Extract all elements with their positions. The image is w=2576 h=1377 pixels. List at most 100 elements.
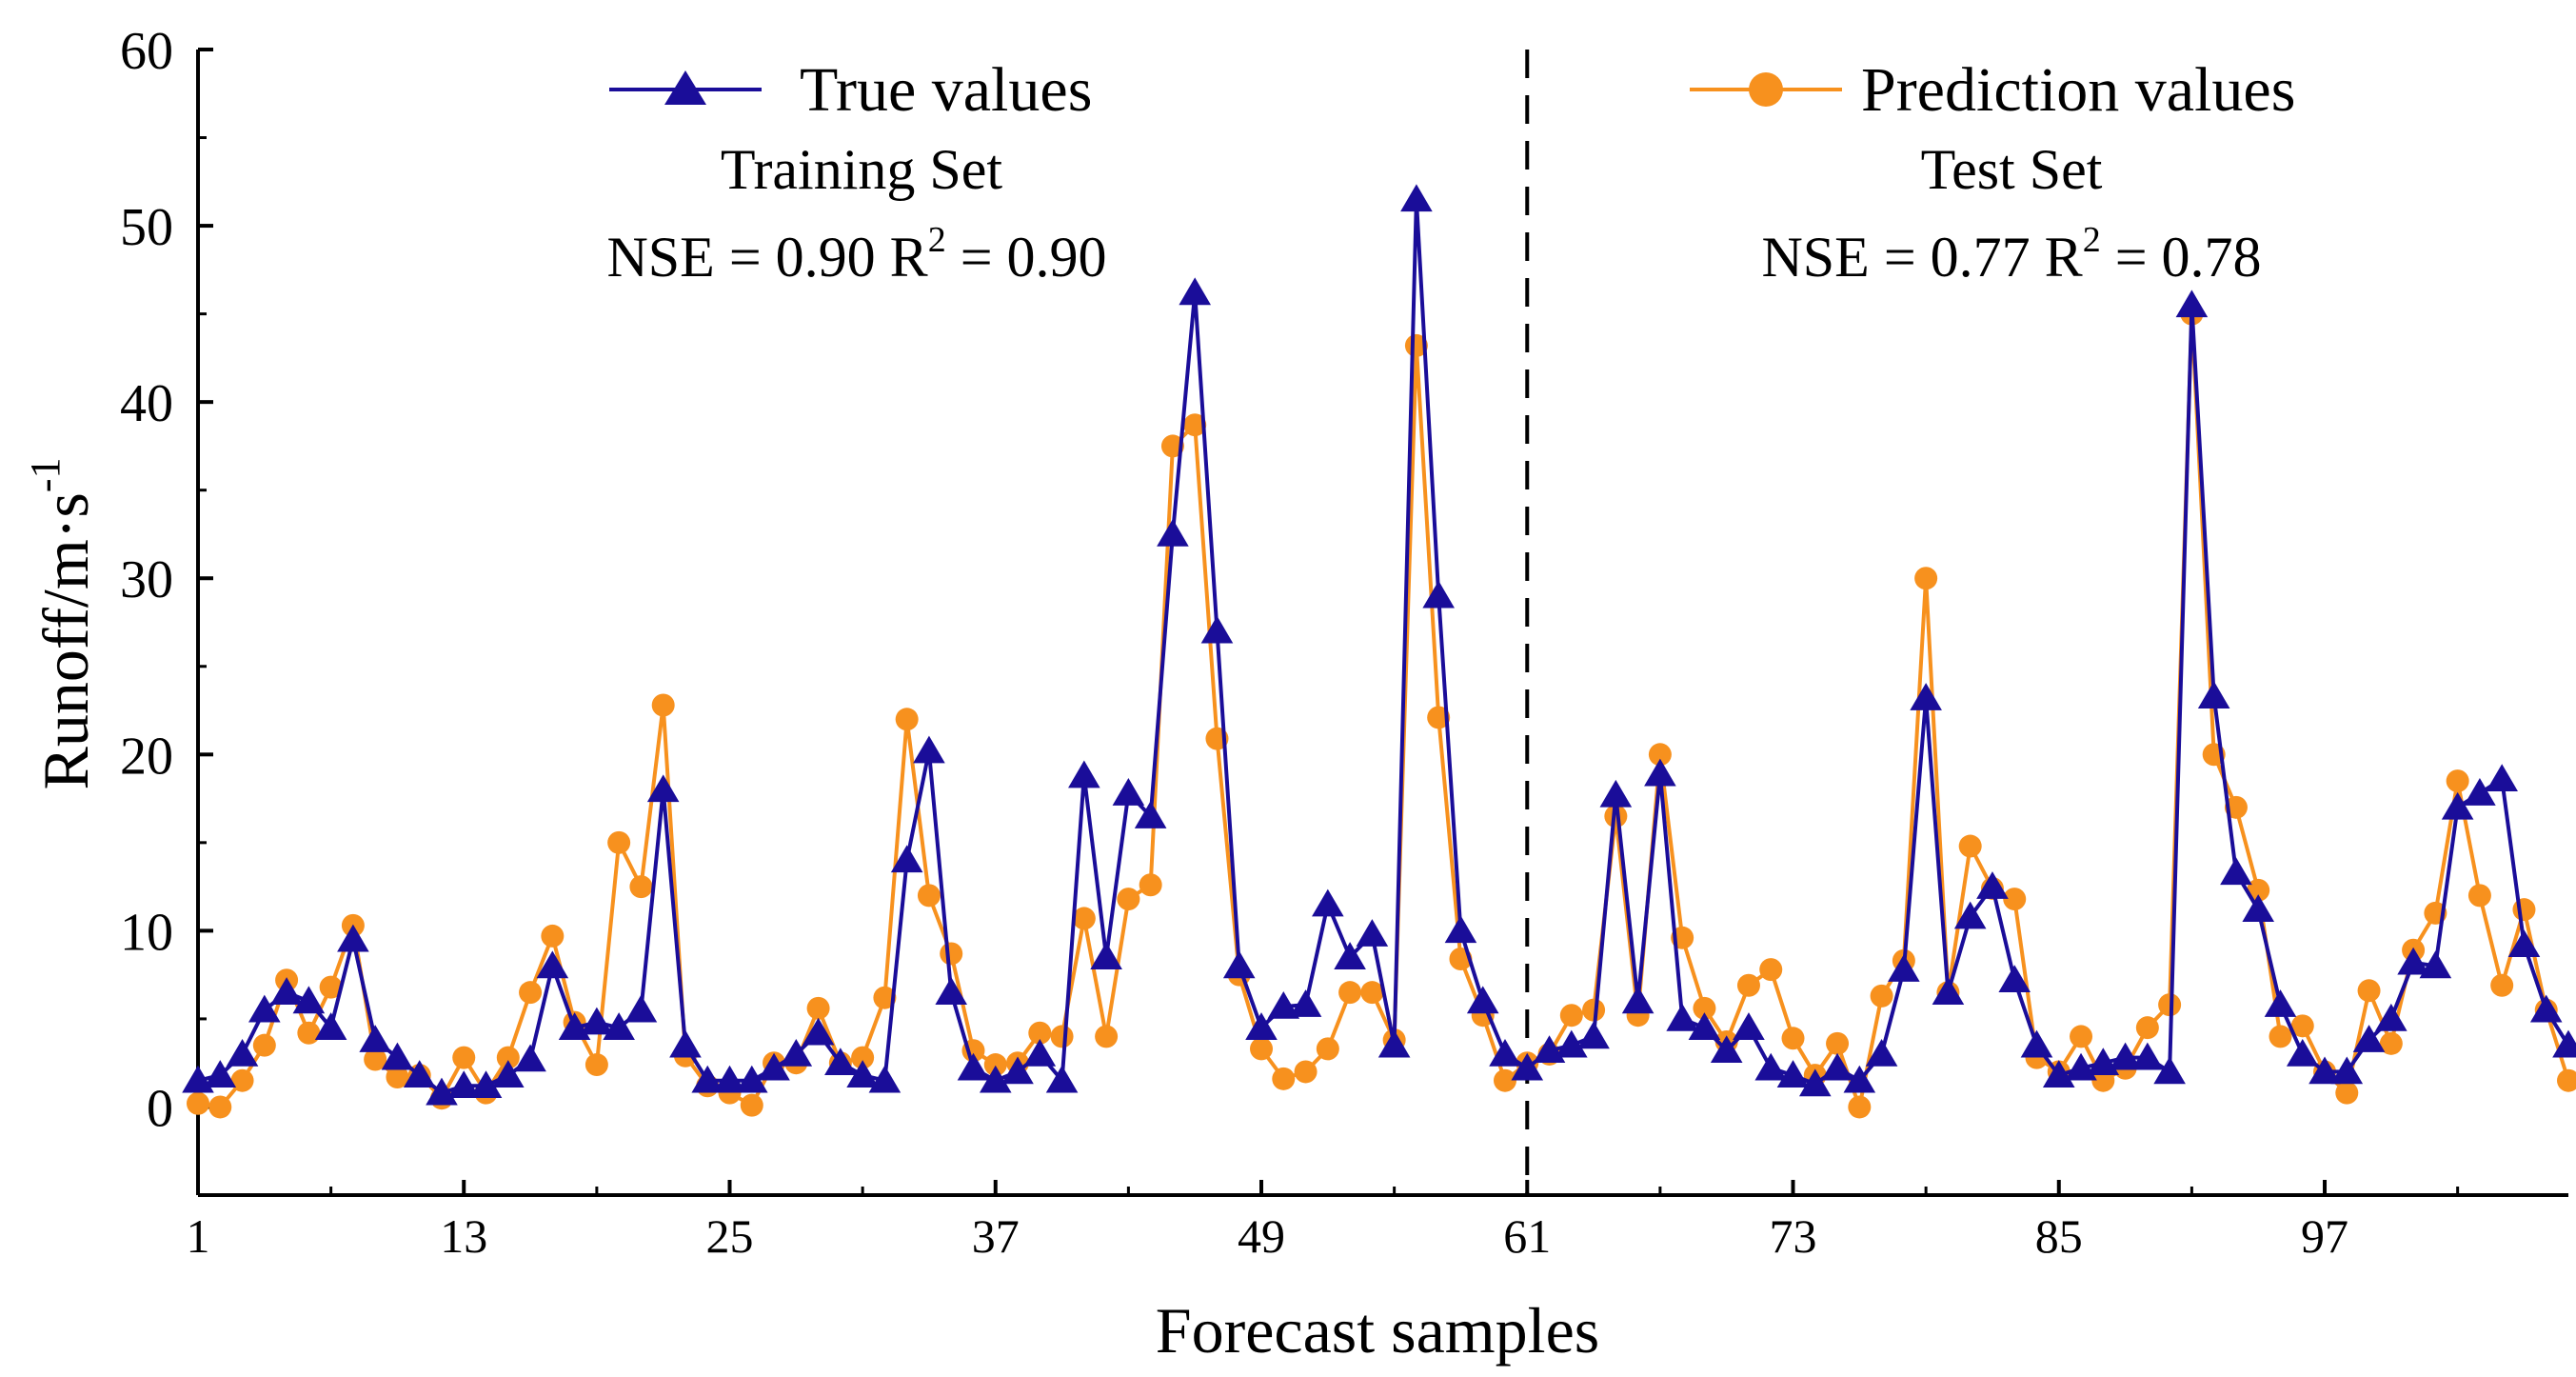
true-value-point [691, 1065, 724, 1093]
prediction-value-point [1781, 1027, 1805, 1050]
true-value-point [2397, 947, 2429, 975]
y-ticks: 0 10 20 30 40 50 60 [120, 22, 213, 1197]
prediction-value-point [2446, 769, 2469, 793]
prediction-value-point [1693, 996, 1716, 1020]
prediction-value-point [2467, 884, 2491, 908]
true-value-point [1023, 1038, 1057, 1067]
true-value-point [1953, 901, 1987, 929]
prediction-value-point [1183, 413, 1207, 437]
prediction-value-point [629, 875, 653, 899]
true-value-point [1511, 1052, 1544, 1081]
x-tick-label: 61 [1503, 1209, 1551, 1263]
y-tick-label: 60 [120, 22, 173, 81]
true-value-point [536, 950, 569, 979]
prediction-value-point [1139, 873, 1162, 897]
prediction-value-point [873, 986, 897, 1009]
true-value-point [846, 1060, 879, 1088]
true-value-point [314, 1012, 347, 1040]
true-value-point [359, 1025, 391, 1052]
train-r: R [890, 226, 928, 289]
prediction-value-point [1360, 981, 1384, 1005]
true-value-point [2242, 894, 2275, 922]
test-nse: NSE = 0.77 [1761, 226, 2030, 289]
y-tick-label: 0 [147, 1079, 173, 1138]
prediction-value-point [1050, 1025, 1074, 1048]
true-value-point [735, 1065, 768, 1093]
true-value-point [979, 1065, 1012, 1093]
true-value-point [1466, 986, 1499, 1014]
y-tick-label: 30 [120, 550, 173, 609]
true-value-point [2464, 778, 2496, 806]
prediction-value-point [297, 1021, 321, 1045]
train-r-val: = 0.90 [946, 226, 1107, 289]
true-value-point [1356, 919, 1389, 947]
true-value-point [2529, 994, 2563, 1023]
true-value-point [2197, 681, 2230, 709]
true-value-point [1312, 888, 1344, 917]
true-value-point [646, 774, 680, 803]
prediction-value-point [1294, 1060, 1318, 1084]
legend-true-marker [664, 70, 706, 105]
true-value-point [1222, 950, 1256, 979]
prediction-value-point [917, 884, 941, 908]
y-tick-label: 40 [120, 374, 173, 433]
prediction-value-point [364, 1048, 387, 1071]
true-value-point [2220, 857, 2252, 886]
prediction-value-point [2490, 973, 2514, 997]
true-value-point [226, 1038, 259, 1067]
prediction-value-point [1427, 706, 1451, 729]
true-value-point [1888, 954, 1920, 982]
true-value-point [1621, 986, 1655, 1014]
x-tick-label: 1 [187, 1209, 210, 1263]
train-nse: NSE = 0.90 [606, 226, 875, 289]
legend-pred-marker [1749, 72, 1783, 107]
prediction-value-point [2379, 1031, 2403, 1055]
true-value-point [1179, 277, 1211, 306]
prediction-value-point [2070, 1025, 2093, 1048]
prediction-value-point [319, 975, 343, 999]
true-value-point [603, 1012, 635, 1040]
prediction-value-point [2247, 878, 2270, 902]
true-value-point [1444, 915, 1477, 944]
true-value-point [292, 986, 326, 1014]
true-value-point [1068, 760, 1100, 788]
legend-entry-pred: Prediction values [1690, 55, 2295, 125]
prediction-value-point [1028, 1021, 1052, 1045]
prediction-value-point [519, 981, 543, 1005]
true-value-point [2419, 950, 2452, 979]
true-value-point [1910, 683, 1942, 710]
true-value-point [426, 1077, 458, 1106]
prediction-value-point [1826, 1031, 1850, 1055]
y-tick-label: 20 [120, 727, 173, 786]
test-r: R [2045, 226, 2083, 289]
true-value-point [957, 1052, 990, 1081]
prediction-value-point [452, 1046, 476, 1069]
true-value-point [1666, 1003, 1698, 1031]
prediction-value-point [585, 1053, 608, 1077]
true-value-point [868, 1065, 902, 1093]
true-value-point [1334, 942, 1366, 969]
true-value-point [381, 1042, 414, 1070]
prediction-value-point [1582, 998, 1606, 1022]
prediction-value-point [1648, 743, 1672, 767]
prediction-value-point [2158, 993, 2182, 1017]
prediction-value-point [1958, 834, 1982, 858]
prediction-value-point [187, 1091, 209, 1115]
true-value-point [514, 1044, 546, 1072]
true-value-point [2486, 764, 2518, 792]
prediction-value-point [983, 1053, 1007, 1077]
test-set-metrics: NSE = 0.77 R2 = 0.78 [1761, 220, 2261, 289]
true-value-point [2352, 1025, 2386, 1052]
true-value-point [1001, 1056, 1034, 1085]
prediction-value-point [1604, 805, 1628, 828]
prediction-value-point [2357, 979, 2381, 1003]
true-value-point [2552, 1029, 2576, 1058]
true-value-point [758, 1052, 790, 1081]
true-value-point [1865, 1038, 1898, 1067]
x-tick-label: 49 [1238, 1209, 1285, 1263]
true-value-point [581, 1007, 613, 1035]
prediction-value-point [1559, 1004, 1583, 1028]
true-value-point [2153, 1056, 2186, 1085]
true-value-point [1090, 942, 1122, 969]
